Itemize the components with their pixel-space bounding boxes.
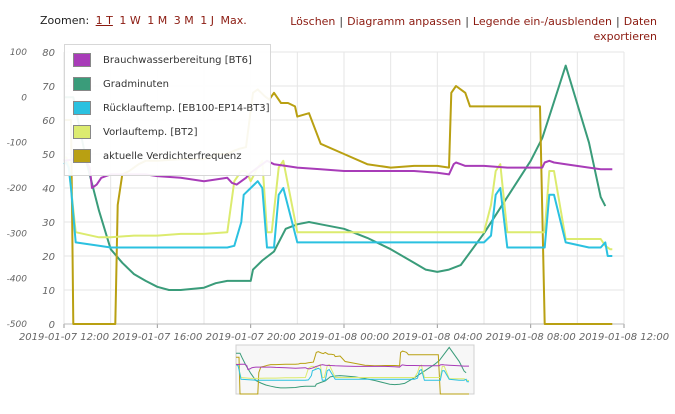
legend-item[interactable]: Brauchwasserbereitung [BT6] — [65, 48, 270, 72]
right-tick-label: 40 — [42, 184, 55, 195]
clear-link[interactable]: Löschen — [290, 15, 336, 28]
right-tick-label: 60 — [42, 116, 55, 127]
zoom-option-1w[interactable]: 1 W — [119, 14, 141, 27]
left-tick-label: 0 — [21, 93, 27, 103]
left-tick-label: -400 — [7, 275, 28, 285]
right-tick-label: 50 — [42, 150, 55, 161]
left-tick-label: 100 — [10, 48, 27, 58]
zoom-option-1m[interactable]: 1 M — [147, 14, 168, 27]
legend-item[interactable]: Gradminuten — [65, 72, 270, 96]
separator: | — [339, 15, 344, 28]
left-tick-label: -200 — [7, 184, 28, 194]
x-tick-label: 2019-01-07 12:00 — [19, 332, 109, 343]
left-axis: 100 0 -100 -200 -300 -400 -500 — [7, 48, 28, 330]
right-tick-label: 0 — [49, 320, 55, 331]
right-tick-label: 30 — [42, 218, 55, 229]
x-tick-label: 2019-01-08 08:00 — [486, 332, 576, 343]
zoom-option-max[interactable]: Max. — [220, 14, 247, 27]
separator: | — [465, 15, 469, 28]
navigator-frame[interactable] — [235, 344, 475, 395]
right-tick-label: 70 — [42, 82, 55, 93]
chart-toolbar: Zoomen: 1 T 1 W 1 M 3 M 1 J Max. Löschen… — [0, 0, 675, 44]
legend-label: Brauchwasserbereitung [BT6] — [103, 54, 252, 66]
series-line-gradminuten — [64, 64, 607, 291]
right-axis: 80 70 60 50 40 30 20 10 0 — [42, 48, 55, 331]
x-tick-label: 2019-01-07 20:00 — [206, 332, 296, 343]
zoom-option-3m[interactable]: 3 M — [173, 14, 194, 27]
legend-label: Rücklauftemp. [EB100-EP14-BT3] — [103, 102, 270, 114]
zoom-option-1t[interactable]: 1 T — [95, 14, 113, 27]
legend-swatch — [73, 125, 91, 139]
zoom-option-1j[interactable]: 1 J — [200, 14, 214, 27]
legend-item[interactable]: Rücklauftemp. [EB100-EP14-BT3] — [65, 96, 270, 120]
series-line-r-cklauftemp-eb100-ep14-bt3 — [63, 161, 613, 257]
legend-swatch — [73, 101, 91, 115]
x-tick-label: 2019-01-08 12:00 — [579, 332, 669, 343]
customize-chart-link[interactable]: Diagramm anpassen — [347, 15, 462, 28]
export-data-link[interactable]: Daten exportieren — [593, 15, 657, 43]
left-tick-label: -300 — [7, 229, 28, 239]
x-tick-label: 2019-01-08 04:00 — [392, 332, 482, 343]
legend-label: Vorlauftemp. [BT2] — [103, 126, 198, 138]
legend-item[interactable]: Vorlauftemp. [BT2] — [65, 120, 270, 144]
right-tick-label: 20 — [42, 252, 55, 263]
zoom-label: Zoomen: — [40, 14, 90, 27]
legend-label: Gradminuten — [103, 78, 169, 90]
right-tick-label: 10 — [42, 286, 55, 297]
navigator-series-line — [236, 346, 467, 389]
legend-item[interactable]: aktuelle Verdichterfrequenz — [65, 144, 270, 168]
x-axis: 2019-01-07 12:00 2019-01-07 16:00 2019-01-… — [19, 323, 669, 343]
series-line-vorlauftemp-bt2 — [64, 156, 613, 251]
x-tick-label: 2019-01-08 00:00 — [299, 332, 389, 343]
navigator-series-line — [236, 363, 469, 381]
zoom-controls: Zoomen: 1 T 1 W 1 M 3 M 1 J Max. — [40, 14, 247, 27]
series-lines — [63, 64, 613, 325]
navigator-series-line — [235, 363, 469, 371]
right-tick-label: 80 — [42, 48, 55, 59]
legend-swatch — [73, 53, 91, 67]
legend: Brauchwasserbereitung [BT6] Gradminuten Rü… — [64, 44, 271, 176]
range-navigator[interactable] — [235, 344, 475, 395]
legend-label: aktuelle Verdichterfrequenz — [103, 150, 242, 162]
legend-swatch — [73, 77, 91, 91]
chart-actions: Löschen | Diagramm anpassen | Legende ein-/a… — [257, 14, 657, 44]
separator: | — [616, 15, 620, 28]
navigator-series-line — [235, 364, 469, 383]
navigator-series-line — [236, 350, 469, 395]
x-tick-label: 2019-01-07 16:00 — [112, 332, 202, 343]
left-tick-label: -100 — [7, 139, 28, 149]
toggle-legend-link[interactable]: Legende ein-/ausblenden — [472, 15, 613, 28]
legend-swatch — [73, 149, 91, 163]
left-tick-label: -500 — [7, 320, 28, 330]
